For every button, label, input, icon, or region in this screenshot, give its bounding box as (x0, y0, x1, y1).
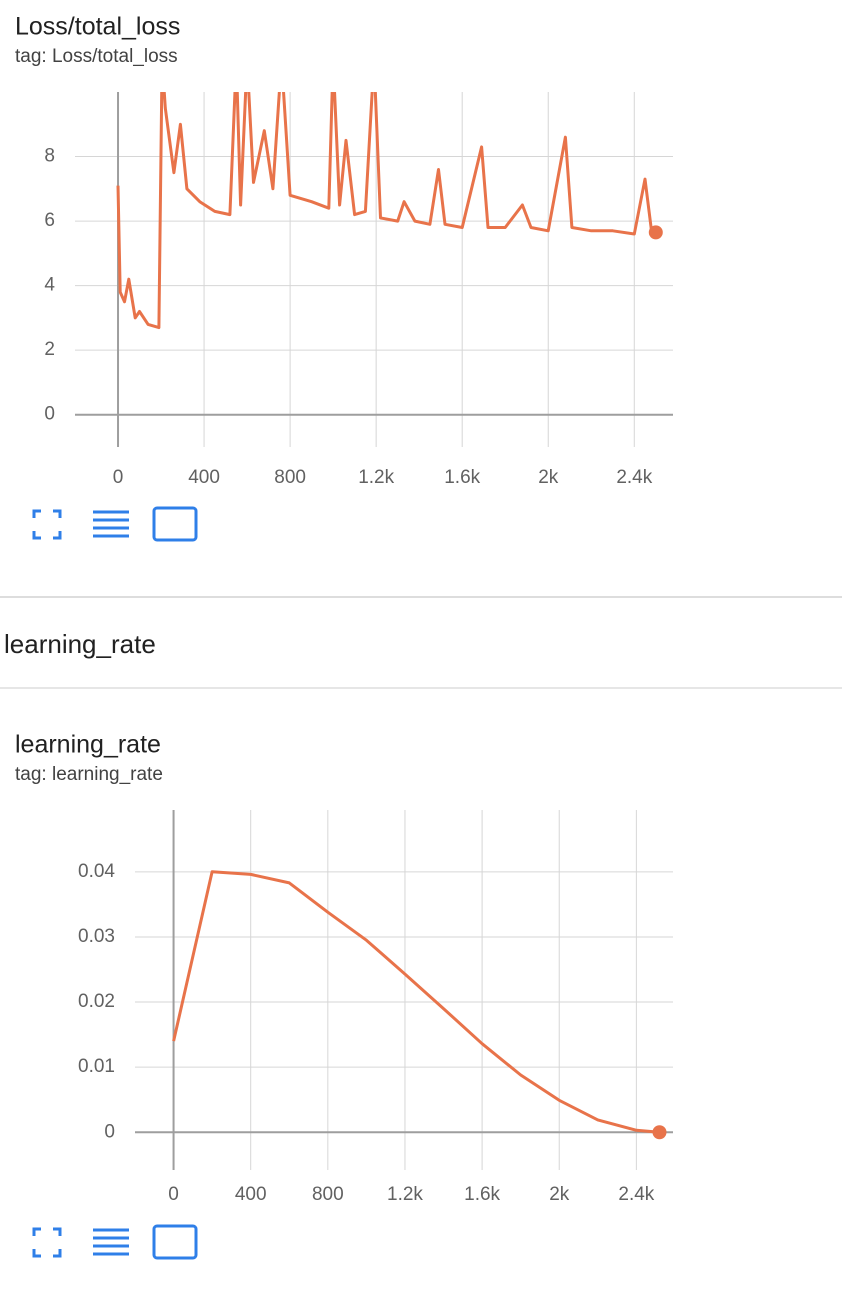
x-tick-label: 2.4k (618, 1184, 654, 1205)
fit-domain-button[interactable] (152, 506, 198, 542)
x-tick-label: 2k (538, 467, 559, 488)
chart-title: Loss/total_loss (15, 13, 180, 41)
x-tick-label: 2k (549, 1184, 570, 1205)
data-line (116, 92, 657, 330)
y-tick-label: 0.04 (78, 861, 115, 882)
y-tick-label: 4 (44, 275, 55, 296)
fullscreen-button[interactable] (32, 1227, 62, 1258)
x-tick-label: 400 (188, 467, 220, 488)
section-title[interactable]: learning_rate (4, 629, 156, 659)
x-tick-label: 400 (235, 1184, 267, 1205)
x-tick-label: 2.4k (616, 467, 652, 488)
last-point (648, 225, 663, 240)
fit-domain-button[interactable] (152, 1224, 198, 1260)
x-tick-label: 1.6k (444, 467, 480, 488)
y-tick-label: 0 (104, 1121, 115, 1142)
x-tick-label: 0 (113, 467, 124, 488)
fullscreen-button[interactable] (32, 509, 62, 540)
x-tick-label: 0 (168, 1184, 179, 1205)
y-tick-label: 8 (44, 146, 55, 167)
chart-subtitle: tag: learning_rate (15, 764, 163, 785)
last-point (652, 1125, 667, 1140)
x-tick-label: 800 (274, 467, 306, 488)
x-tick-label: 1.6k (464, 1184, 500, 1205)
y-tick-label: 6 (44, 210, 55, 231)
data-line (172, 870, 660, 1134)
icon-row (32, 1224, 198, 1260)
y-tick-label: 2 (44, 339, 55, 360)
chart-subtitle: tag: Loss/total_loss (15, 46, 178, 67)
x-tick-label: 1.2k (358, 467, 394, 488)
y-tick-label: 0 (44, 404, 55, 425)
x-tick-label: 1.2k (387, 1184, 423, 1205)
y-tick-label: 0.03 (78, 926, 115, 947)
chart-title: learning_rate (15, 731, 161, 759)
y-tick-label: 0.02 (78, 991, 115, 1012)
x-tick-label: 800 (312, 1184, 344, 1205)
toggle-y-log-button[interactable] (93, 510, 129, 538)
toggle-y-log-button[interactable] (93, 1228, 129, 1256)
icon-row (32, 506, 198, 542)
y-tick-label: 0.01 (78, 1056, 115, 1077)
